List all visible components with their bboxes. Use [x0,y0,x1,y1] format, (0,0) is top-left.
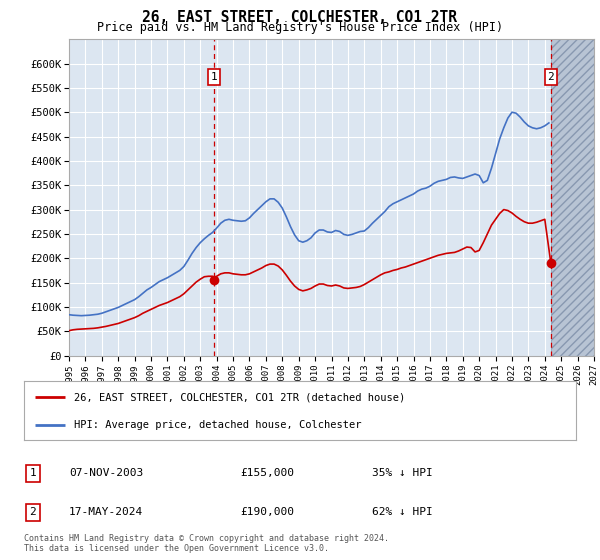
Text: £155,000: £155,000 [240,468,294,478]
Text: 2: 2 [547,72,554,82]
Text: Contains HM Land Registry data © Crown copyright and database right 2024.
This d: Contains HM Land Registry data © Crown c… [24,534,389,553]
Text: 2: 2 [29,507,37,517]
Text: 26, EAST STREET, COLCHESTER, CO1 2TR: 26, EAST STREET, COLCHESTER, CO1 2TR [143,10,458,25]
Bar [551,39,594,356]
Text: 17-MAY-2024: 17-MAY-2024 [69,507,143,517]
Text: 1: 1 [211,72,218,82]
Text: Price paid vs. HM Land Registry's House Price Index (HPI): Price paid vs. HM Land Registry's House … [97,21,503,34]
Text: HPI: Average price, detached house, Colchester: HPI: Average price, detached house, Colc… [74,420,361,430]
Text: 07-NOV-2003: 07-NOV-2003 [69,468,143,478]
Text: £190,000: £190,000 [240,507,294,517]
Text: 62% ↓ HPI: 62% ↓ HPI [372,507,433,517]
Text: 26, EAST STREET, COLCHESTER, CO1 2TR (detached house): 26, EAST STREET, COLCHESTER, CO1 2TR (de… [74,392,405,402]
Text: 35% ↓ HPI: 35% ↓ HPI [372,468,433,478]
Text: 1: 1 [29,468,37,478]
